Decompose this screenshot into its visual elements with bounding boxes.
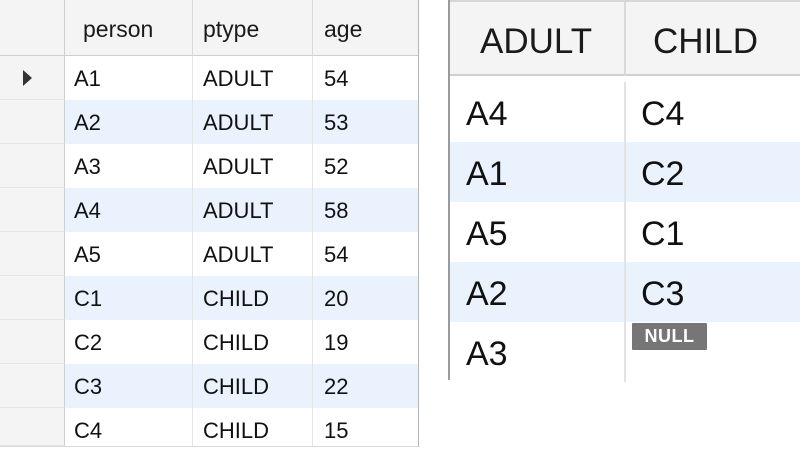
cell-ptype[interactable]: ADULT [193, 232, 313, 276]
row-pointer-icon [23, 70, 32, 86]
cell-ptype[interactable]: CHILD [193, 408, 313, 446]
row-header[interactable] [0, 232, 65, 276]
row-header[interactable] [0, 56, 65, 100]
table-row[interactable]: A2 ADULT 53 [0, 100, 418, 144]
table-row[interactable]: A3 [450, 322, 800, 382]
column-header-age[interactable]: age [313, 0, 418, 56]
table-row[interactable]: A5 ADULT 54 [0, 232, 418, 276]
column-header-person[interactable]: person [65, 0, 193, 56]
row-header[interactable] [0, 320, 65, 364]
cell-child[interactable]: C1 [641, 215, 685, 253]
cell-age[interactable]: 22 [313, 364, 418, 408]
cell-age[interactable]: 58 [313, 188, 418, 232]
cell-ptype[interactable]: CHILD [193, 276, 313, 320]
row-header[interactable] [0, 100, 65, 144]
cell-adult[interactable]: A4 [450, 82, 626, 142]
cell-person[interactable]: A2 [65, 100, 193, 144]
table-row[interactable]: A1 ADULT 54 [0, 56, 418, 100]
table-row[interactable]: C1 CHILD 20 [0, 276, 418, 320]
table-row[interactable]: A2 C3 [450, 262, 800, 322]
cell-child[interactable]: C3 [641, 275, 685, 313]
column-header-child[interactable]: CHILD [653, 22, 759, 61]
table-row[interactable]: A1 C2 [450, 142, 800, 202]
table-row[interactable]: C2 CHILD 19 [0, 320, 418, 364]
cell-age[interactable]: 20 [313, 276, 418, 320]
cell-ptype[interactable]: CHILD [193, 320, 313, 364]
cell-age[interactable]: 15 [324, 418, 349, 443]
table-row[interactable]: C4 CHILD 15 [0, 408, 418, 446]
cell-age[interactable]: 19 [324, 330, 349, 355]
cell-ptype[interactable]: ADULT [193, 100, 313, 144]
cell-adult[interactable]: A2 [450, 262, 626, 322]
grid-corner[interactable] [0, 0, 65, 56]
cell-person[interactable]: C4 [65, 408, 193, 446]
cell-ptype[interactable]: ADULT [193, 56, 313, 100]
cell-ptype[interactable]: CHILD [193, 364, 313, 408]
cell-person[interactable]: A5 [65, 232, 193, 276]
cell-person[interactable]: C2 [65, 320, 193, 364]
cell-adult[interactable]: A1 [450, 142, 626, 202]
cell-child[interactable]: C2 [641, 155, 685, 193]
row-header[interactable] [0, 144, 65, 188]
left-grid-header: person ptype age [0, 0, 418, 56]
table-row[interactable]: A4 C4 [450, 82, 800, 142]
left-result-grid: person ptype age A1 ADULT 54 A2 ADULT 53… [0, 0, 419, 447]
row-header[interactable] [0, 408, 65, 446]
table-row[interactable]: A4 ADULT 58 [0, 188, 418, 232]
right-grid-header: ADULT CHILD [450, 0, 800, 76]
cell-ptype[interactable]: ADULT [193, 188, 313, 232]
row-header[interactable] [0, 276, 65, 320]
cell-age[interactable]: 54 [324, 66, 349, 91]
null-badge: NULL [632, 323, 707, 350]
table-row[interactable]: A3 ADULT 52 [0, 144, 418, 188]
cell-ptype[interactable]: ADULT [193, 144, 313, 188]
cell-person[interactable]: C1 [65, 276, 193, 320]
cell-person[interactable]: C3 [65, 364, 193, 408]
cell-person[interactable]: A4 [65, 188, 193, 232]
cell-person[interactable]: A1 [65, 56, 193, 100]
table-row[interactable]: C3 CHILD 22 [0, 364, 418, 408]
right-result-grid: ADULT CHILD A4 C4 A1 C2 A5 C1 A2 C3 A3 N… [448, 0, 800, 382]
column-header-ptype[interactable]: ptype [193, 0, 313, 56]
cell-age[interactable]: 53 [313, 100, 418, 144]
cell-age[interactable]: 52 [324, 154, 349, 179]
cell-adult[interactable]: A3 [450, 322, 626, 382]
row-header[interactable] [0, 364, 65, 408]
column-header-adult[interactable]: ADULT [450, 2, 626, 76]
cell-child[interactable]: C4 [641, 95, 685, 133]
table-row[interactable]: A5 C1 [450, 202, 800, 262]
row-header[interactable] [0, 188, 65, 232]
cell-adult[interactable]: A5 [450, 202, 626, 262]
cell-age[interactable]: 54 [324, 242, 349, 267]
cell-person[interactable]: A3 [65, 144, 193, 188]
